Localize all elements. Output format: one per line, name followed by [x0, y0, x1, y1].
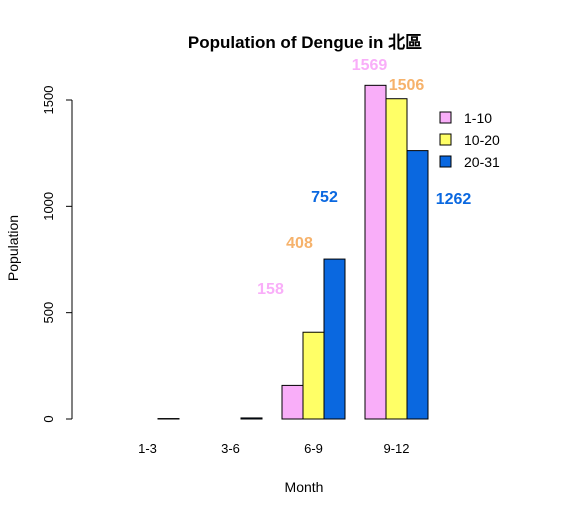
data-label: 1506	[389, 77, 425, 94]
legend-swatch	[439, 155, 452, 168]
bars	[157, 84, 429, 420]
data-label: 1262	[436, 191, 472, 208]
x-axis-tick-labels: 1-3 3-6 6-9 9-12	[138, 441, 409, 456]
bar	[323, 258, 346, 420]
y-tick-label: 1000	[41, 192, 56, 221]
legend-label: 10-20	[464, 132, 500, 148]
legend-swatch	[439, 111, 452, 124]
bar	[406, 150, 429, 420]
bar	[302, 331, 325, 420]
bar	[385, 98, 408, 420]
legend-label: 20-31	[464, 154, 500, 170]
y-tick-label: 1500	[41, 86, 56, 115]
x-tick-label: 3-6	[221, 441, 240, 456]
data-label: 1569	[352, 57, 388, 74]
chart-title: Population of Dengue in 北區	[188, 33, 422, 52]
x-tick-label: 6-9	[304, 441, 323, 456]
data-label: 752	[311, 189, 338, 206]
x-tick-label: 1-3	[138, 441, 157, 456]
legend: 1-10 10-20 20-31	[439, 110, 500, 170]
data-label: 158	[257, 281, 284, 298]
bar	[240, 417, 263, 420]
y-tick-label: 500	[41, 302, 56, 324]
data-labels: 158 1569 408 1506 752 1262	[257, 57, 471, 298]
data-label: 408	[286, 235, 313, 252]
y-axis-label: Population	[5, 215, 21, 281]
x-axis-label: Month	[285, 479, 324, 495]
y-axis-ticks: 0 500 1000 1500	[41, 86, 72, 423]
legend-swatch	[439, 133, 452, 146]
x-tick-label: 9-12	[383, 441, 409, 456]
legend-label: 1-10	[464, 110, 492, 126]
y-tick-label: 0	[41, 415, 56, 422]
bar	[281, 384, 304, 420]
bar	[364, 84, 387, 420]
